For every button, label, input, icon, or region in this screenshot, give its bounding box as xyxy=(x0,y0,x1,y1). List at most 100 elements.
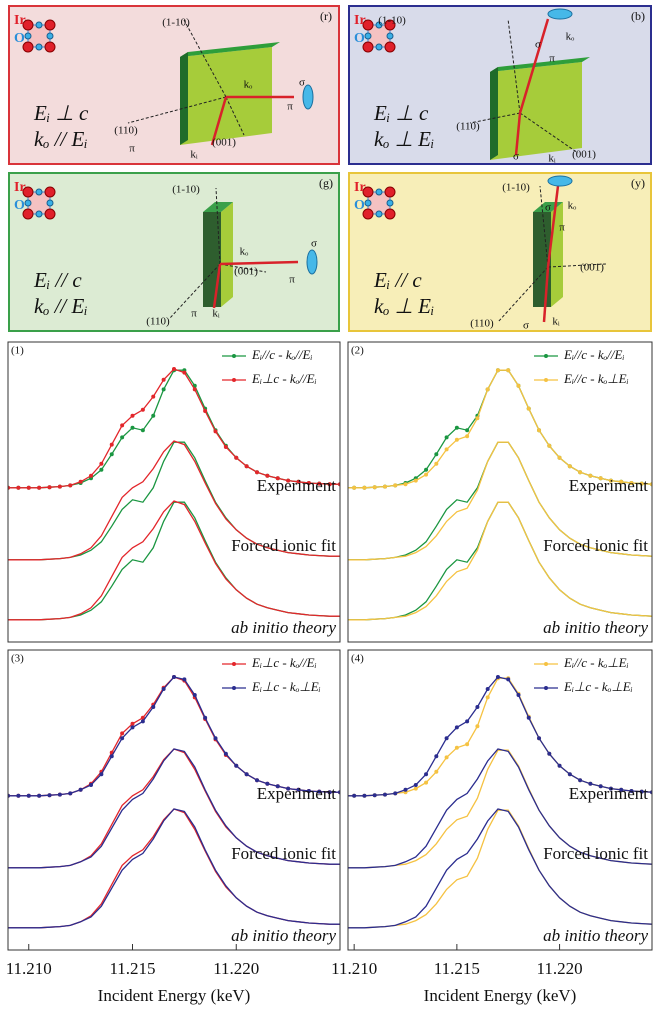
diagram-label: (001) xyxy=(234,266,258,278)
data-point xyxy=(131,426,135,430)
diagram-panel: (b)IrO(1-10)σπkₒ(110)σkᵢ(001)Eᵢ ⊥ ckₒ ⊥ … xyxy=(349,6,651,165)
data-point xyxy=(151,395,155,399)
data-point xyxy=(475,724,479,728)
data-point xyxy=(434,462,438,466)
spectrum-line xyxy=(334,810,653,928)
data-point xyxy=(486,695,490,699)
spectrum-line xyxy=(8,677,340,796)
data-point xyxy=(234,456,238,460)
data-point xyxy=(445,435,449,439)
data-point xyxy=(141,719,145,723)
diagram-label: π xyxy=(129,143,135,155)
data-point xyxy=(172,675,176,679)
data-point xyxy=(465,434,469,438)
spectrum-line xyxy=(334,677,653,796)
data-point xyxy=(58,485,62,489)
legend-dot xyxy=(544,354,548,358)
figure: (r)IrO(1-10)(110)(001)kₒσππkᵢEᵢ ⊥ ckₒ //… xyxy=(0,0,653,1012)
spectrum-line xyxy=(8,370,340,488)
data-point xyxy=(162,387,166,391)
data-point xyxy=(58,793,62,797)
panel-label: (2) xyxy=(351,345,364,357)
data-point xyxy=(245,772,249,776)
data-point xyxy=(27,794,31,798)
ir-atom xyxy=(45,209,55,219)
data-point xyxy=(193,387,197,391)
data-point xyxy=(224,445,228,449)
diagram-panel: (g)IrO(1-10)kₒσ(001)π(110)πkᵢEᵢ // ckₒ /… xyxy=(9,173,339,331)
spectrum-line xyxy=(8,809,340,928)
diagram-label: kᵢ xyxy=(190,149,198,161)
ir-atom xyxy=(385,209,395,219)
data-point xyxy=(234,764,238,768)
ir-atom xyxy=(45,187,55,197)
data-point xyxy=(455,746,459,750)
crystal-face xyxy=(551,202,563,307)
data-point xyxy=(537,736,541,740)
data-point xyxy=(434,754,438,758)
diagram-label: π xyxy=(549,53,555,65)
data-point xyxy=(362,794,366,798)
legend-dot xyxy=(544,686,548,690)
data-point xyxy=(465,742,469,746)
data-point xyxy=(120,731,124,735)
legend-entry: Eᵢ⊥c - kₒ⊥Eᵢ xyxy=(563,679,633,694)
panel-label: (4) xyxy=(351,653,364,665)
legend-entry: Eᵢ⊥c - kₒ//Eᵢ xyxy=(251,655,317,670)
curve-label: Experiment xyxy=(569,476,649,495)
data-point xyxy=(547,752,551,756)
ir-label: Ir xyxy=(354,180,366,195)
o-label: O xyxy=(354,198,365,213)
data-point xyxy=(342,486,346,490)
data-point xyxy=(255,470,259,474)
data-point xyxy=(342,794,346,798)
data-point xyxy=(434,770,438,774)
data-point xyxy=(373,793,377,797)
x-tick-label: 11.210 xyxy=(331,959,377,978)
data-point xyxy=(527,407,531,411)
data-point xyxy=(527,716,531,720)
condition-label: kₒ ⊥ Eᵢ xyxy=(374,127,434,151)
diagram-label: (110) xyxy=(114,125,138,137)
spectrum-line xyxy=(334,809,653,928)
legend-entry: Eᵢ//c - kₒ//Eᵢ xyxy=(251,347,313,362)
diagram-label: (1-10) xyxy=(502,182,530,194)
panel-tag: (y) xyxy=(631,176,645,190)
data-point xyxy=(120,435,124,439)
diagram-label: π xyxy=(191,308,197,320)
data-point xyxy=(393,791,397,795)
curve-label: Experiment xyxy=(569,784,649,803)
o-label: O xyxy=(14,31,25,46)
data-point xyxy=(16,486,20,490)
o-atom xyxy=(36,211,42,217)
data-point xyxy=(568,464,572,468)
data-point xyxy=(99,468,103,472)
data-point xyxy=(214,429,218,433)
curve-label: Experiment xyxy=(257,784,337,803)
data-point xyxy=(151,705,155,709)
data-point xyxy=(455,426,459,430)
data-point xyxy=(131,414,135,418)
panel-tag: (r) xyxy=(320,9,332,23)
data-point xyxy=(89,783,93,787)
diagram-label: (001) xyxy=(212,137,236,149)
o-atom xyxy=(36,44,42,50)
spectrum-line xyxy=(334,678,653,796)
data-point xyxy=(352,794,356,798)
data-point xyxy=(383,485,387,489)
data-point xyxy=(434,452,438,456)
ir-label: Ir xyxy=(354,13,366,28)
diagram-label: (110) xyxy=(470,318,494,330)
diagram-label: kₒ xyxy=(240,246,249,258)
data-point xyxy=(193,693,197,697)
curve-label: Forced ionic fit xyxy=(231,844,336,863)
o-atom xyxy=(365,200,371,206)
curve-label: Forced ionic fit xyxy=(543,536,648,555)
o-atom xyxy=(387,33,393,39)
data-point xyxy=(393,483,397,487)
detector xyxy=(303,85,313,109)
data-point xyxy=(37,486,41,490)
o-atom xyxy=(36,22,42,28)
curve-label: ab initio theory xyxy=(231,926,336,945)
condition-label: Eᵢ ⊥ c xyxy=(33,101,89,125)
